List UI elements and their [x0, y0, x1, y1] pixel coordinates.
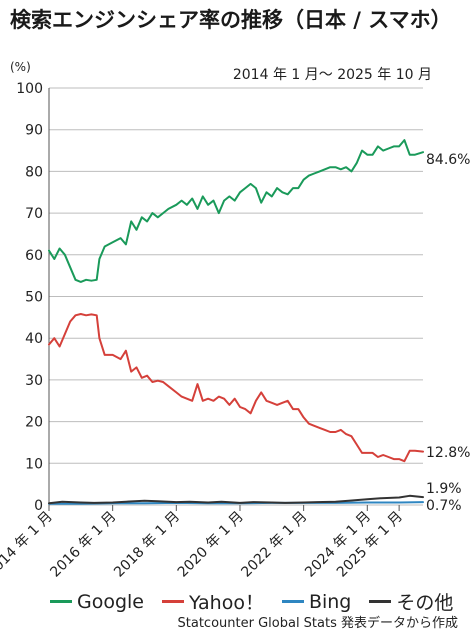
legend-item-yahoo: Yahoo！: [162, 588, 264, 615]
legend: Google Yahoo！ Bing その他: [50, 588, 470, 615]
y-tick-label-80: 80: [25, 164, 43, 180]
chart-subtitle: 2014 年 1 月〜 2025 年 10 月: [232, 67, 432, 83]
series-line-other: [48, 494, 424, 505]
legend-item-google: Google: [50, 591, 144, 613]
legend-item-other: その他: [369, 588, 453, 615]
x-tick-label-2018: 2018 年 1 月: [111, 509, 183, 581]
y-tick-label-20: 20: [25, 415, 43, 431]
legend-label-other: その他: [396, 592, 454, 614]
y-tick-label-90: 90: [25, 123, 43, 139]
legend-swatch-yahoo: [162, 600, 185, 603]
x-tick-label-2022: 2022 年 1 月: [238, 509, 310, 581]
legend-swatch-bing: [281, 600, 304, 603]
series-line-google: [48, 139, 424, 283]
end-label-bing: 0.7%: [426, 498, 462, 514]
y-tick-label-50: 50: [25, 290, 43, 306]
legend-label-yahoo: Yahoo！: [189, 592, 264, 614]
y-tick-label-70: 70: [25, 206, 43, 222]
y-tick-label-60: 60: [25, 248, 43, 264]
legend-swatch-other: [369, 600, 392, 603]
chart-title: 検索エンジンシェア率の推移（日本 / スマホ）: [10, 8, 452, 32]
y-tick-label-40: 40: [25, 331, 43, 347]
y-axis-unit: (%): [10, 60, 31, 74]
y-tick-label-10: 10: [25, 456, 43, 472]
legend-label-google: Google: [77, 590, 145, 613]
x-tick-label-2020: 2020 年 1 月: [175, 509, 247, 581]
y-tick-label-100: 100: [16, 81, 43, 97]
end-label-google: 84.6%: [426, 152, 470, 168]
series-line-yahoo: [48, 313, 424, 463]
legend-item-bing: Bing: [281, 590, 352, 613]
y-tick-label-0: 0: [34, 498, 43, 514]
legend-swatch-google: [50, 600, 72, 603]
end-label-other: 1.9%: [426, 481, 462, 497]
source-note: Statcounter Global Stats 発表データから作成: [177, 616, 458, 631]
legend-label-bing: Bing: [308, 590, 352, 613]
x-tick-label-2016: 2016 年 1 月: [47, 509, 119, 581]
y-tick-label-30: 30: [25, 373, 43, 389]
end-label-yahoo: 12.8%: [426, 445, 470, 461]
